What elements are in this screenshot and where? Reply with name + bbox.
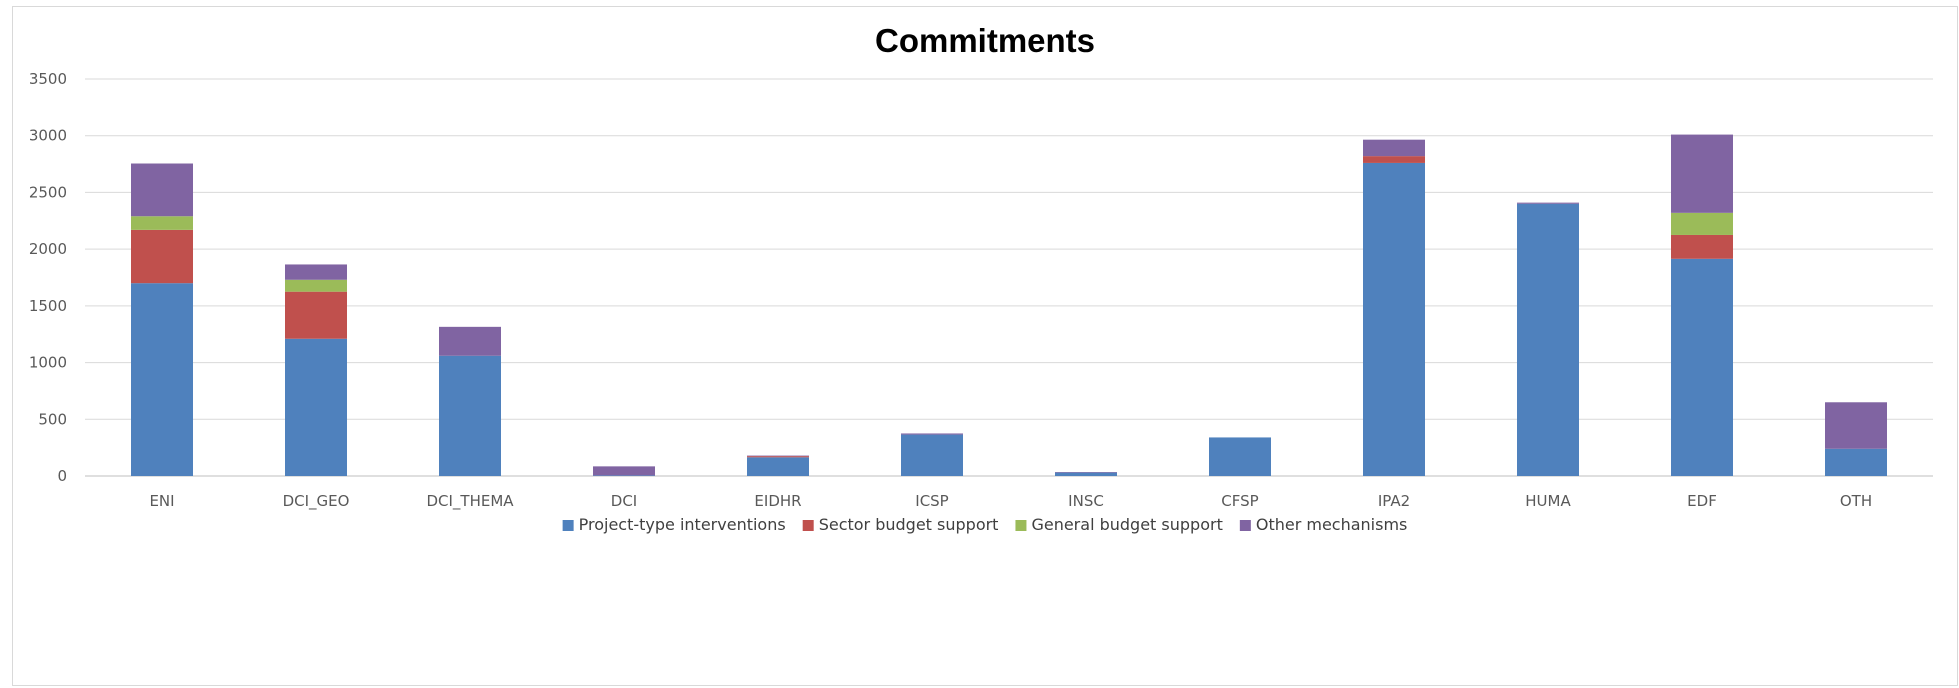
x-tick-label: EIDHR xyxy=(754,492,801,510)
bar-segment xyxy=(1825,448,1887,476)
y-tick-label: 0 xyxy=(57,467,67,485)
x-tick-label: CFSP xyxy=(1221,492,1258,510)
y-tick-label: 1000 xyxy=(29,354,67,372)
gridlines xyxy=(85,78,1933,477)
bar-segment xyxy=(131,229,193,284)
x-tick-label: IPA2 xyxy=(1378,492,1410,510)
bar-segment xyxy=(131,163,193,217)
bar-segment xyxy=(1363,162,1425,477)
bars xyxy=(131,134,1887,477)
bar-segment xyxy=(1363,139,1425,157)
legend-item: Sector budget support xyxy=(802,515,999,534)
bar-segment xyxy=(1055,472,1117,473)
bar-segment xyxy=(1517,202,1579,204)
bar-segment xyxy=(1517,203,1579,476)
bar-segment xyxy=(593,475,655,476)
bar-segment xyxy=(1825,402,1887,449)
bar-segment xyxy=(901,434,963,476)
bar-segment xyxy=(1055,472,1117,476)
y-tick-label: 500 xyxy=(38,410,67,428)
legend-label: Other mechanisms xyxy=(1256,515,1408,534)
legend-swatch xyxy=(1015,520,1027,531)
x-tick-label: INSC xyxy=(1068,492,1104,510)
bar-segment xyxy=(285,291,347,339)
bar-segment xyxy=(1671,258,1733,476)
y-axis: 0 500 1000 1500 2000 2500 3000 3500 xyxy=(29,70,67,485)
legend: Project-type interventions Sector budget … xyxy=(562,515,1408,534)
bar-segment xyxy=(1671,212,1733,235)
commitments-chart: Commitments 0 500 1000 1500 2000 2500 3000 3500… xyxy=(29,22,1933,534)
bar-segment xyxy=(1671,134,1733,213)
y-tick-label: 3500 xyxy=(29,70,67,88)
x-tick-label: ENI xyxy=(149,492,174,510)
legend-label: Sector budget support xyxy=(819,515,999,534)
bar-segment xyxy=(131,216,193,230)
bar-segment xyxy=(593,466,655,476)
x-tick-label: OTH xyxy=(1840,492,1872,510)
bar-segment xyxy=(747,456,809,458)
y-tick-label: 3000 xyxy=(29,127,67,145)
legend-label: General budget support xyxy=(1031,515,1222,534)
legend-item: General budget support xyxy=(1015,515,1223,534)
x-tick-label: ICSP xyxy=(915,492,948,510)
x-tick-label: DCI_GEO xyxy=(283,492,350,511)
x-tick-label: HUMA xyxy=(1525,492,1571,510)
bar-segment xyxy=(439,326,501,356)
y-tick-label: 2500 xyxy=(29,183,67,201)
legend-label: Project-type interventions xyxy=(579,515,786,534)
legend-swatch xyxy=(562,520,574,531)
bar-segment xyxy=(1671,234,1733,259)
legend-item: Other mechanisms xyxy=(1239,515,1408,534)
legend-item: Project-type interventions xyxy=(562,515,786,534)
bar-segment xyxy=(901,433,963,435)
bar-segment xyxy=(1363,156,1425,163)
bar-segment xyxy=(439,355,501,476)
x-axis: ENI DCI_GEO DCI_THEMA DCI EIDHR ICSP INSC CFSP I… xyxy=(149,492,1872,511)
x-tick-label: DCI xyxy=(611,492,637,510)
bar-segment xyxy=(285,264,347,280)
chart-title: Commitments xyxy=(875,22,1095,59)
bar-segment xyxy=(1209,437,1271,476)
chart-frame: Commitments 0 500 1000 1500 2000 2500 3000 3500… xyxy=(12,6,1958,686)
x-tick-label: DCI_THEMA xyxy=(426,492,514,511)
y-tick-label: 1500 xyxy=(29,297,67,315)
y-tick-label: 2000 xyxy=(29,240,67,258)
x-tick-label: EDF xyxy=(1687,492,1717,510)
bar-segment xyxy=(131,283,193,476)
legend-swatch xyxy=(802,520,814,531)
legend-swatch xyxy=(1239,520,1251,531)
bar-segment xyxy=(747,455,809,457)
bar-segment xyxy=(747,457,809,476)
bar-segment xyxy=(285,279,347,292)
bar-segment xyxy=(285,338,347,476)
